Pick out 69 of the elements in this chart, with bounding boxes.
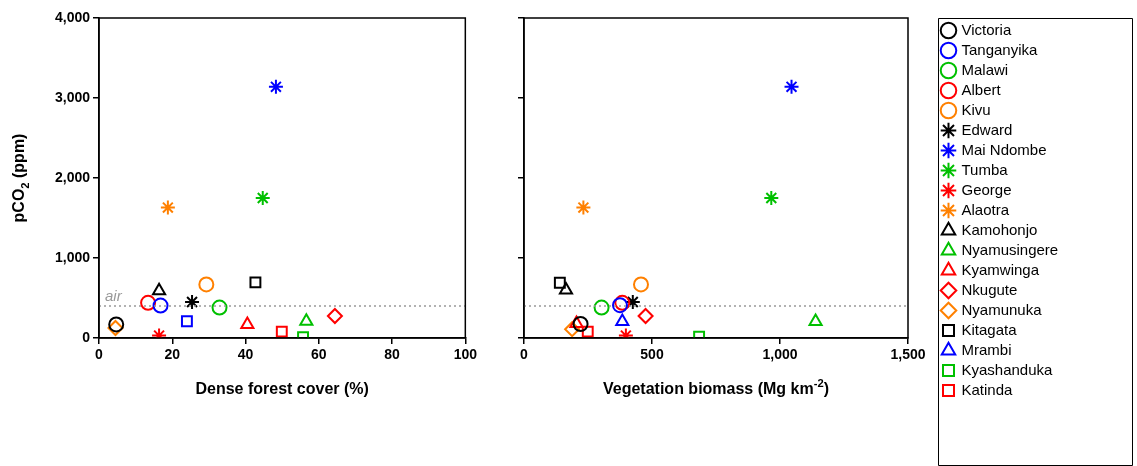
point <box>575 199 592 216</box>
point <box>783 78 800 95</box>
legend-label: Kitagata <box>961 320 1018 338</box>
legend-label: Tanganyika <box>961 40 1039 58</box>
legend-label: Nyamusingere <box>961 240 1059 258</box>
x-tick-label: 100 <box>453 346 478 363</box>
point <box>558 282 574 295</box>
legend-label: Mrambi <box>961 340 1012 358</box>
legend-label: Alaotra <box>961 200 1010 218</box>
legend-label: Victoria <box>961 20 1012 38</box>
point <box>299 313 314 326</box>
x-tick-label: 60 <box>311 346 327 363</box>
point <box>637 308 654 324</box>
point <box>808 313 823 327</box>
ref-line-label: air <box>105 286 123 304</box>
y-tick-label: 3,000 <box>54 88 91 105</box>
point <box>581 325 594 338</box>
point <box>108 316 125 333</box>
legend-label: Nkugute <box>961 280 1018 298</box>
x-tick-label: 1,500 <box>890 346 926 363</box>
x-tick-label: 0 <box>95 346 104 363</box>
point <box>553 276 566 289</box>
point <box>249 276 262 289</box>
legend-label: Mai Ndombe <box>961 140 1047 158</box>
legend-label: Kamohonjo <box>961 220 1038 238</box>
legend-label: Nyamunuka <box>961 300 1043 318</box>
point <box>632 276 649 293</box>
point <box>564 321 581 338</box>
y-tick-label: 1,000 <box>54 248 91 265</box>
point <box>267 78 284 95</box>
x-tick-label: 1,000 <box>762 346 798 363</box>
legend-label: Kyashanduka <box>961 360 1054 378</box>
x-axis-title: Dense forest cover (%) <box>195 380 369 398</box>
x-tick-label: 500 <box>640 346 664 363</box>
legend-label: Albert <box>961 80 1002 98</box>
point <box>140 294 157 311</box>
point <box>107 320 124 336</box>
legend-label: Malawi <box>961 60 1009 78</box>
x-tick-label: 80 <box>384 346 401 363</box>
x-tick-label: 20 <box>164 346 181 363</box>
y-tick-label: 2,000 <box>54 168 91 185</box>
point <box>211 299 228 316</box>
point <box>240 316 255 329</box>
legend-label: Kyamwinga <box>961 260 1040 278</box>
point <box>152 297 169 314</box>
point <box>624 294 641 310</box>
point <box>569 315 584 329</box>
point <box>159 199 176 216</box>
legend-label: Tumba <box>961 160 1009 178</box>
point <box>275 325 288 338</box>
legend-label: Katinda <box>961 380 1014 398</box>
point <box>326 308 343 324</box>
point <box>593 299 610 316</box>
point <box>254 190 271 206</box>
y-tick-label: 0 <box>82 328 91 345</box>
legend-label: Kivu <box>961 100 991 118</box>
point <box>572 316 589 332</box>
point <box>184 294 201 310</box>
legend-label: George <box>961 180 1012 198</box>
x-tick-label: 40 <box>237 346 254 363</box>
legend-label: Edward <box>961 120 1013 138</box>
point <box>198 276 215 293</box>
point <box>180 315 193 328</box>
point <box>615 313 630 327</box>
y-tick-label: 4,000 <box>54 8 91 25</box>
point <box>152 282 167 296</box>
x-tick-label: 0 <box>520 346 529 363</box>
y-axis-title: pCO2 (ppm) <box>10 133 31 223</box>
point <box>763 190 780 206</box>
